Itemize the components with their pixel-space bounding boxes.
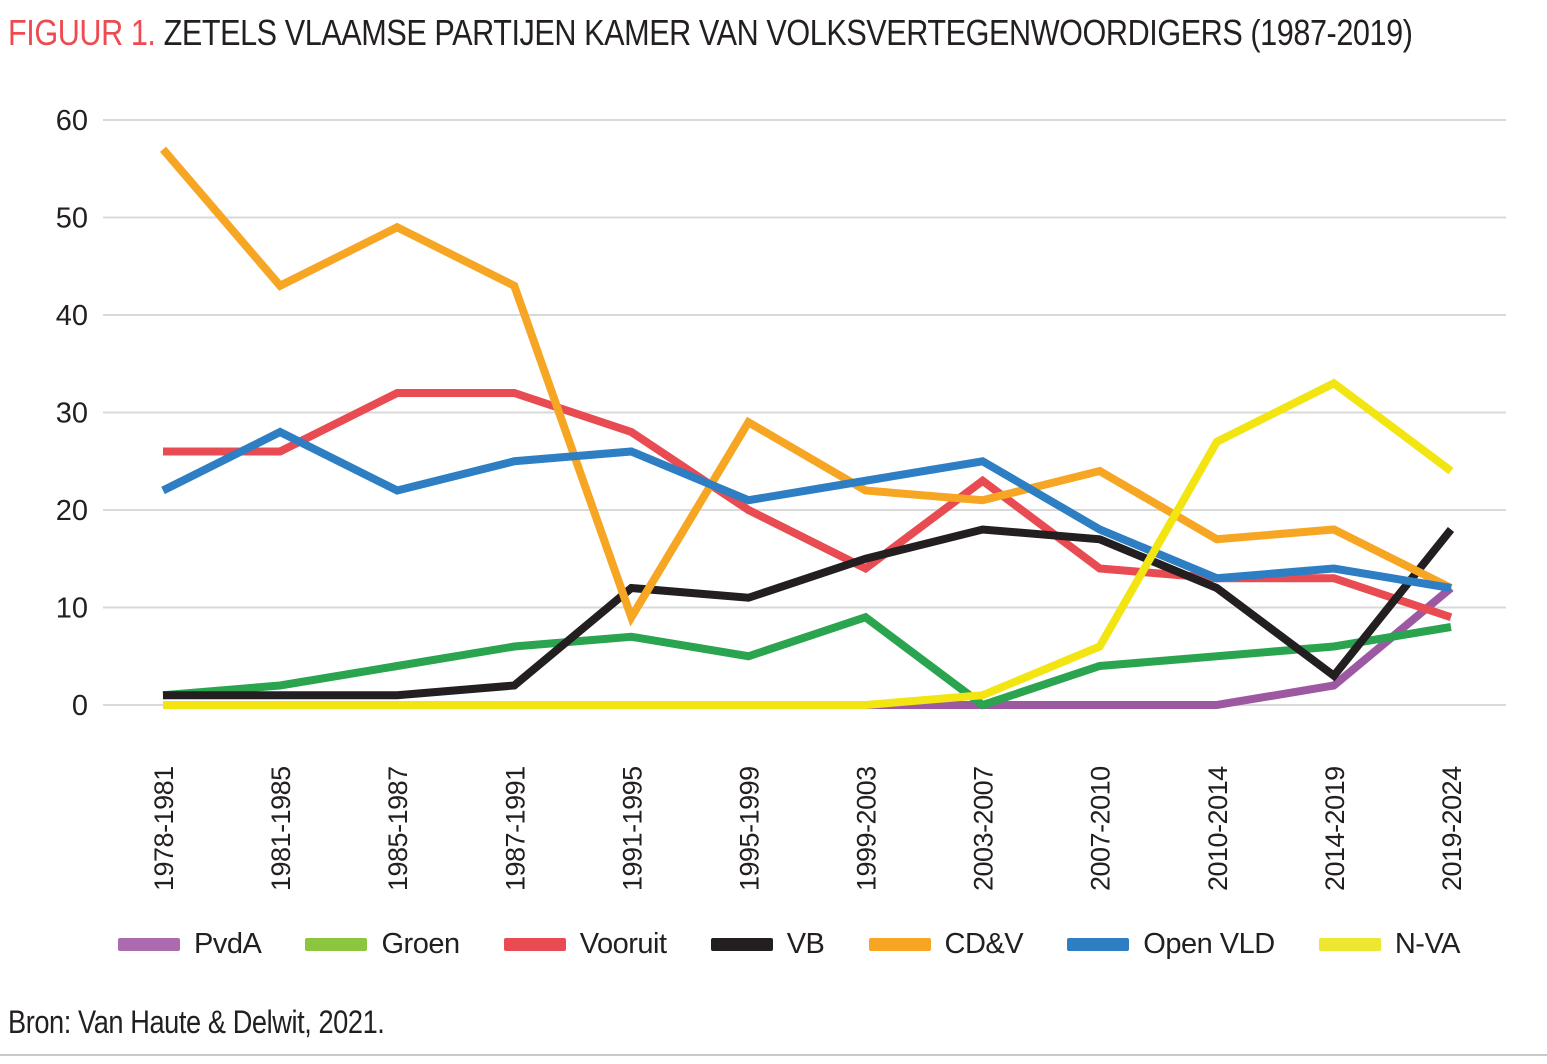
legend-label-pvda: PvdA xyxy=(194,928,262,960)
x-tick-label: 1991-1995 xyxy=(617,766,647,891)
x-tick-label: 1985-1987 xyxy=(383,766,413,891)
y-tick-label-50: 50 xyxy=(56,203,88,235)
legend-item-open-vld: Open VLD xyxy=(1067,928,1275,961)
series-line-vooruit xyxy=(163,389,1453,622)
x-tick-label: 1999-2003 xyxy=(852,766,882,891)
series-line-open-vld xyxy=(161,427,1452,592)
y-tick-label-20: 20 xyxy=(56,495,88,527)
legend-item-vb: VB xyxy=(710,928,825,961)
y-tick-label-0: 0 xyxy=(72,690,88,722)
legend-swatch-cd-v xyxy=(868,938,931,951)
series-line-cd-v xyxy=(159,146,1453,627)
legend-item-vooruit: Vooruit xyxy=(503,928,667,961)
legend-item-groen: Groen xyxy=(305,928,460,961)
legend-label-vb: VB xyxy=(786,928,825,960)
figure-title-text: ZETELS VLAAMSE PARTIJEN KAMER VAN VOLKSV… xyxy=(163,12,1413,53)
legend-swatch-vooruit xyxy=(503,938,566,951)
y-tick-label-40: 40 xyxy=(56,300,88,332)
x-tick-label: 2007-2010 xyxy=(1086,766,1116,891)
x-tick-label: 2014-2019 xyxy=(1320,766,1350,891)
legend-swatch-vb xyxy=(710,938,773,951)
legend-label-groen: Groen xyxy=(381,928,460,960)
series-line-n-va xyxy=(163,378,1454,709)
series-line-pvda xyxy=(163,584,1454,709)
series-line-vb xyxy=(163,525,1455,700)
legend-item-pvda: PvdA xyxy=(118,928,262,961)
legend-label-open-vld: Open VLD xyxy=(1143,928,1275,960)
x-tick-label: 2019-2024 xyxy=(1437,766,1467,891)
figure-number: FIGUUR 1. xyxy=(8,12,156,53)
legend-swatch-pvda xyxy=(118,938,180,951)
bottom-divider xyxy=(0,1054,1547,1056)
x-tick-label: 1987-1991 xyxy=(500,766,530,891)
x-tick-label: 2003-2007 xyxy=(969,766,999,891)
legend-swatch-open-vld xyxy=(1067,938,1130,951)
y-tick-label-10: 10 xyxy=(56,593,88,625)
legend-item-cd-v: CD&V xyxy=(868,928,1024,961)
figure-title: FIGUUR 1. ZETELS VLAAMSE PARTIJEN KAMER … xyxy=(8,12,1413,54)
x-tick-label: 2010-2014 xyxy=(1203,766,1233,891)
legend-label-n-va: N-VA xyxy=(1394,928,1461,960)
legend-item-n-va: N-VA xyxy=(1318,928,1461,961)
legend-label-vooruit: Vooruit xyxy=(579,928,667,960)
chart-legend: PvdA Groen Vooruit VB CD&V Open VLD N-VA xyxy=(118,928,1461,961)
legend-swatch-n-va xyxy=(1318,938,1381,951)
x-tick-label: 1981-1985 xyxy=(266,766,296,891)
y-tick-label-60: 60 xyxy=(56,105,88,137)
x-tick-label: 1978-1981 xyxy=(149,766,179,891)
legend-swatch-groen xyxy=(305,938,368,951)
series-line-groen xyxy=(162,612,1452,710)
x-tick-label: 1995-1999 xyxy=(734,766,764,891)
y-tick-label-30: 30 xyxy=(56,398,88,430)
legend-label-cd-v: CD&V xyxy=(944,928,1024,960)
source-note: Bron: Van Haute & Delwit, 2021. xyxy=(8,1004,385,1040)
line-chart: 0 10 20 30 40 50 60 1978-1981 1981-1985 1985-1987… xyxy=(56,105,1506,891)
